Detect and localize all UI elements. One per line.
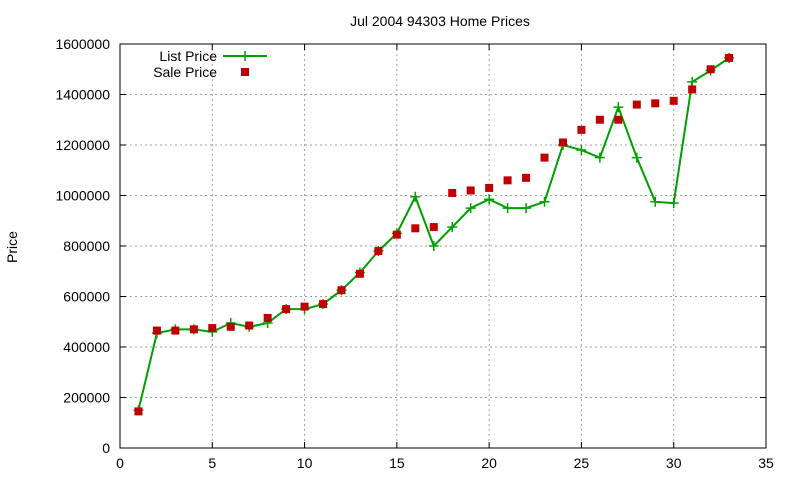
list-price-point <box>484 194 495 205</box>
x-tick-label: 0 <box>116 455 124 471</box>
x-tick-label: 25 <box>574 455 590 471</box>
list-price-point <box>465 203 476 214</box>
sale-price-point <box>355 269 364 278</box>
y-tick-label: 200000 <box>63 390 110 406</box>
list-price-point <box>576 145 587 156</box>
y-tick-label: 600000 <box>63 289 110 305</box>
legend-plus-marker <box>240 51 250 61</box>
legend-label: List Price <box>159 48 217 64</box>
sale-price-point <box>319 300 328 309</box>
sale-price-point <box>226 322 235 331</box>
sale-price-point <box>374 247 383 256</box>
y-axis-ticks: 0 200000 400000 600000 800000 1000000 1200000 1… <box>55 36 766 456</box>
sale-price-point <box>485 183 494 192</box>
series-sale-price <box>134 53 734 416</box>
series-layer <box>133 52 735 416</box>
list-price-point <box>650 196 661 207</box>
list-price-line <box>137 57 730 411</box>
y-tick-label: 1000000 <box>55 188 110 204</box>
sale-price-point <box>688 85 697 94</box>
sale-price-point <box>651 99 660 108</box>
list-price-point <box>447 222 458 233</box>
x-tick-label: 30 <box>666 455 682 471</box>
series-list-price <box>133 52 735 416</box>
x-tick-label: 15 <box>389 455 405 471</box>
sale-price-point <box>614 115 623 124</box>
chart-title: Jul 2004 94303 Home Prices <box>350 13 530 29</box>
x-axis-ticks: 0 5 10 15 20 25 30 35 <box>116 44 774 471</box>
list-price-point <box>668 198 679 209</box>
y-tick-label: 1600000 <box>55 36 110 52</box>
x-tick-label: 5 <box>208 455 216 471</box>
sale-price-point <box>134 407 143 416</box>
legend-label: Sale Price <box>153 64 217 80</box>
sale-price-point <box>282 305 291 314</box>
sale-price-point <box>448 188 457 197</box>
sale-price-point <box>392 230 401 239</box>
y-tick-label: 800000 <box>63 238 110 254</box>
sale-price-point <box>300 302 309 311</box>
sale-price-point <box>263 313 272 322</box>
list-price-point <box>613 102 624 113</box>
y-tick-label: 1400000 <box>55 87 110 103</box>
sale-price-point <box>725 53 734 62</box>
list-price-point <box>521 203 532 214</box>
sale-price-point <box>706 65 715 74</box>
sale-price-point <box>595 115 604 124</box>
y-tick-label: 400000 <box>63 339 110 355</box>
y-tick-label: 1200000 <box>55 137 110 153</box>
list-price-point <box>631 152 642 163</box>
list-price-point <box>428 241 439 251</box>
sale-price-point <box>245 321 254 330</box>
sale-price-point <box>152 326 161 335</box>
sale-price-point <box>632 100 641 109</box>
y-tick-label: 0 <box>102 440 110 456</box>
sale-price-point <box>411 224 420 233</box>
sale-price-point <box>522 173 531 182</box>
sale-price-point <box>503 176 512 185</box>
sale-price-point <box>189 325 198 334</box>
x-tick-label: 35 <box>758 455 774 471</box>
list-price-point <box>410 191 421 202</box>
sale-price-point <box>669 96 678 105</box>
y-axis-label: Price <box>4 231 20 263</box>
sale-price-point <box>558 138 567 147</box>
sale-price-point <box>577 125 586 134</box>
list-price-point <box>687 76 698 87</box>
grid-lines <box>120 44 766 448</box>
sale-price-point <box>337 286 346 295</box>
sale-price-point <box>466 186 475 195</box>
sale-price-point <box>208 324 217 333</box>
list-price-point <box>502 203 513 214</box>
sale-price-point <box>171 326 180 335</box>
x-tick-label: 10 <box>297 455 313 471</box>
x-tick-label: 20 <box>481 455 497 471</box>
sale-price-point <box>429 223 438 232</box>
list-price-point <box>539 196 550 207</box>
list-price-point <box>594 152 605 163</box>
legend-square-marker <box>241 68 249 76</box>
sale-price-point <box>540 153 549 162</box>
